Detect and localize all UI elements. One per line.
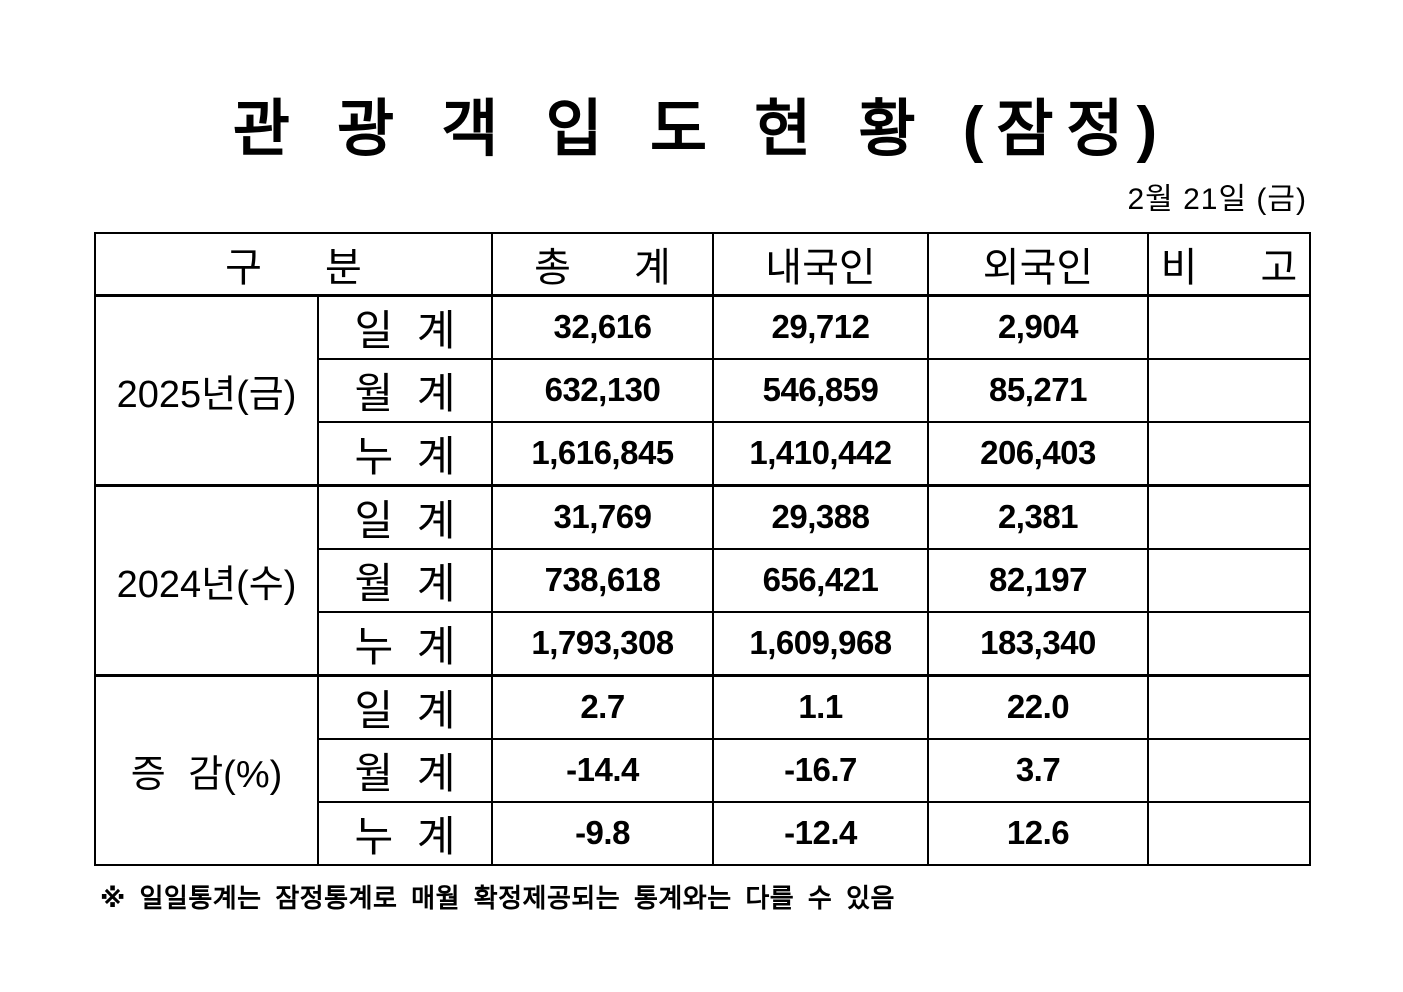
header-row: 구 분 총 계 내국인 외국인 비 고 (94, 232, 1311, 297)
header-category: 구 분 (94, 232, 493, 297)
year-cell-2024: 2024년(수) (94, 483, 319, 676)
value-total: 738,618 (491, 547, 714, 613)
value-total: 1,616,845 (491, 420, 714, 486)
footnote: ※ 일일통계는 잠정통계로 매월 확정제공되는 통계와는 다를 수 있음 (100, 882, 895, 913)
value-domestic: 546,859 (712, 357, 929, 423)
year-cell-2025: 2025년(금) (94, 294, 319, 486)
content-area: 2월 21일 (금) 구 분 총 계 내국인 외국인 비 고 2025년(금) (94, 174, 1311, 915)
period-cell: 일 계 (317, 294, 493, 360)
value-total: 1,793,308 (491, 610, 714, 676)
value-foreign: 85,271 (927, 357, 1149, 423)
remark-cell (1147, 294, 1311, 360)
period-cell: 누 계 (317, 610, 493, 676)
value-total: -14.4 (491, 737, 714, 803)
remark-cell (1147, 547, 1311, 613)
remark-cell (1147, 420, 1311, 486)
remark-cell (1147, 357, 1311, 423)
value-foreign: 82,197 (927, 547, 1149, 613)
value-domestic: 1.1 (712, 673, 929, 740)
value-total: -9.8 (491, 800, 714, 866)
period-cell: 누 계 (317, 800, 493, 866)
table-row: 2024년(수) 일 계 31,769 29,388 2,381 (94, 483, 1311, 676)
value-domestic: 1,609,968 (712, 610, 929, 676)
value-total: 31,769 (491, 483, 714, 550)
table-row: 누 계 -9.8 -12.4 12.6 (95, 800, 1311, 866)
table-row: 누 계 1,793,308 1,609,968 183,340 (95, 610, 1311, 676)
period-cell: 누 계 (317, 420, 493, 486)
value-total: 632,130 (491, 357, 714, 423)
value-foreign: 22.0 (927, 673, 1149, 740)
period-cell: 월 계 (317, 737, 493, 803)
table-row: 월 계 632,130 546,859 85,271 (95, 357, 1311, 423)
table-row: 2025년(금) 일 계 32,616 29,712 2,904 (94, 294, 1311, 486)
remark-cell (1147, 673, 1311, 740)
value-total: 2.7 (491, 673, 714, 740)
value-foreign: 206,403 (927, 420, 1149, 486)
table-row: 누 계 1,616,845 1,410,442 206,403 (95, 420, 1311, 486)
year-cell-change: 증 감(%) (94, 673, 319, 866)
period-cell: 월 계 (317, 357, 493, 423)
value-domestic: -16.7 (712, 737, 929, 803)
period-cell: 일 계 (317, 673, 493, 740)
table-row: 증 감(%) 일 계 2.7 1.1 22.0 (94, 673, 1311, 866)
value-domestic: 29,712 (712, 294, 929, 360)
table-row: 월 계 -14.4 -16.7 3.7 (95, 737, 1311, 803)
header-domestic: 내국인 (712, 232, 929, 297)
value-foreign: 3.7 (927, 737, 1149, 803)
remark-cell (1147, 800, 1311, 866)
page-title: 관 광 객 입 도 현 황 (잠정) (232, 95, 1171, 164)
value-domestic: -12.4 (712, 800, 929, 866)
value-foreign: 2,904 (927, 294, 1149, 360)
value-foreign: 2,381 (927, 483, 1149, 550)
value-domestic: 1,410,442 (712, 420, 929, 486)
value-foreign: 12.6 (927, 800, 1149, 866)
remark-cell (1147, 483, 1311, 550)
value-foreign: 183,340 (927, 610, 1149, 676)
period-cell: 일 계 (317, 483, 493, 550)
value-total: 32,616 (491, 294, 714, 360)
header-remark: 비 고 (1147, 232, 1311, 297)
value-domestic: 656,421 (712, 547, 929, 613)
tourist-arrivals-table: 구 분 총 계 내국인 외국인 비 고 2025년(금) 일 계 32,616 … (94, 232, 1311, 866)
report-date: 2월 21일 (금) (1127, 183, 1307, 216)
table-row: 월 계 738,618 656,421 82,197 (95, 547, 1311, 613)
period-cell: 월 계 (317, 547, 493, 613)
header-foreign: 외국인 (927, 232, 1149, 297)
header-total: 총 계 (491, 232, 714, 297)
value-domestic: 29,388 (712, 483, 929, 550)
remark-cell (1147, 737, 1311, 803)
remark-cell (1147, 610, 1311, 676)
